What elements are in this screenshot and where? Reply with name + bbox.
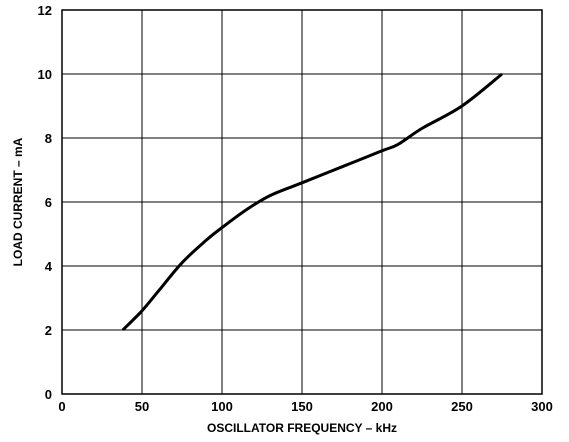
x-tick-label: 150 [291, 399, 313, 414]
x-tick-label: 250 [451, 399, 473, 414]
y-tick-label: 12 [38, 3, 52, 18]
grid [62, 10, 542, 394]
series-layer [121, 72, 503, 332]
y-tick-label: 0 [45, 387, 52, 402]
x-axis-title: OSCILLATOR FREQUENCY – kHz [207, 421, 397, 435]
x-tick-label: 200 [371, 399, 393, 414]
y-tick-label: 10 [38, 67, 52, 82]
x-tick-labels: 0 50 100 150 200 250 300 [58, 399, 552, 414]
x-tick-label: 300 [531, 399, 553, 414]
x-tick-label: 0 [58, 399, 65, 414]
x-tick-label: 50 [135, 399, 149, 414]
y-tick-label: 2 [45, 323, 52, 338]
y-axis-title: LOAD CURRENT – mA [11, 137, 25, 266]
y-tick-labels: 0 2 4 6 8 10 12 [38, 3, 53, 402]
y-tick-label: 4 [45, 259, 53, 274]
y-tick-label: 6 [45, 195, 52, 210]
x-tick-label: 100 [211, 399, 233, 414]
series-line-0 [121, 72, 503, 332]
y-tick-label: 8 [45, 131, 52, 146]
plot-frame [61, 9, 543, 395]
